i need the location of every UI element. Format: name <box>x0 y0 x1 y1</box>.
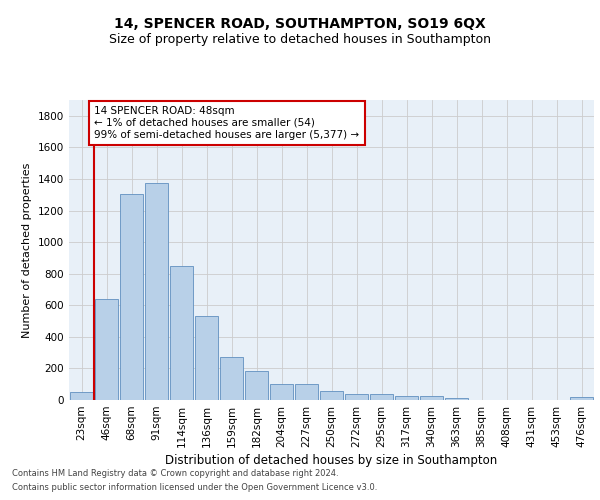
Y-axis label: Number of detached properties: Number of detached properties <box>22 162 32 338</box>
Bar <box>145 183 169 400</box>
Bar <box>269 384 293 400</box>
Bar <box>569 397 593 400</box>
Text: 14, SPENCER ROAD, SOUTHAMPTON, SO19 6QX: 14, SPENCER ROAD, SOUTHAMPTON, SO19 6QX <box>114 18 486 32</box>
Bar <box>370 394 394 400</box>
Bar <box>70 392 94 400</box>
Bar <box>419 396 443 400</box>
X-axis label: Distribution of detached houses by size in Southampton: Distribution of detached houses by size … <box>166 454 497 467</box>
Bar <box>170 266 193 400</box>
Bar <box>95 299 118 400</box>
Text: 14 SPENCER ROAD: 48sqm
← 1% of detached houses are smaller (54)
99% of semi-deta: 14 SPENCER ROAD: 48sqm ← 1% of detached … <box>95 106 359 140</box>
Text: Contains HM Land Registry data © Crown copyright and database right 2024.: Contains HM Land Registry data © Crown c… <box>12 468 338 477</box>
Bar <box>320 390 343 400</box>
Bar <box>220 356 244 400</box>
Text: Size of property relative to detached houses in Southampton: Size of property relative to detached ho… <box>109 32 491 46</box>
Bar <box>344 394 368 400</box>
Bar <box>395 396 418 400</box>
Bar <box>194 316 218 400</box>
Bar <box>295 384 319 400</box>
Text: Contains public sector information licensed under the Open Government Licence v3: Contains public sector information licen… <box>12 484 377 492</box>
Bar <box>445 398 469 400</box>
Bar <box>245 371 268 400</box>
Bar <box>119 194 143 400</box>
